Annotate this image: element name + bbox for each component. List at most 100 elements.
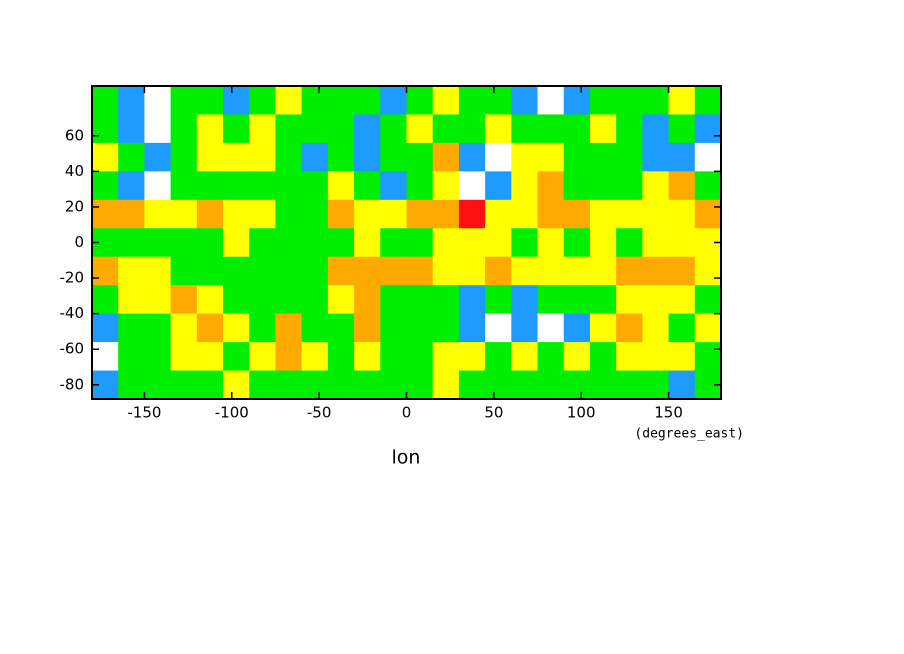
contour-cell xyxy=(485,199,512,229)
contour-cell xyxy=(196,285,224,315)
contour-cell xyxy=(196,313,224,343)
contour-cell xyxy=(380,313,407,343)
contour-cell xyxy=(327,228,355,258)
contour-cell xyxy=(563,342,591,372)
x-tick-label: 150 xyxy=(654,404,683,422)
contour-cell xyxy=(249,114,276,144)
contour-cell xyxy=(589,313,617,343)
contour-cell xyxy=(563,228,591,258)
contour-cell xyxy=(589,86,617,115)
contour-cell xyxy=(144,86,172,115)
contour-cell xyxy=(354,114,381,144)
contour-cell xyxy=(92,342,119,372)
contour-cell xyxy=(485,171,512,201)
contour-cell xyxy=(196,370,224,400)
contour-cell xyxy=(223,342,250,372)
contour-cell xyxy=(354,313,381,343)
contour-cell xyxy=(406,256,434,286)
contour-cell xyxy=(616,256,643,286)
contour-cell xyxy=(301,370,329,400)
contour-cell xyxy=(485,142,512,172)
contour-cell xyxy=(616,313,643,343)
contour-cell xyxy=(668,370,696,400)
contour-cell xyxy=(485,342,512,372)
contour-cell xyxy=(406,313,434,343)
contour-cell xyxy=(537,370,565,400)
contour-cell xyxy=(249,199,276,229)
contour-cell xyxy=(537,256,565,286)
contour-cell xyxy=(458,114,486,144)
contour-cell xyxy=(458,171,486,201)
contour-cell xyxy=(144,114,172,144)
contour-cell xyxy=(223,86,250,115)
contour-cell xyxy=(144,256,172,286)
contour-cell xyxy=(458,342,486,372)
contour-cell xyxy=(118,313,145,343)
contour-cell xyxy=(249,142,276,172)
x-axis-units: (degrees_east) xyxy=(634,427,744,442)
contour-cell xyxy=(668,313,696,343)
contour-cell xyxy=(327,86,355,115)
contour-cell xyxy=(616,285,643,315)
contour-cell xyxy=(144,370,172,400)
contour-cell xyxy=(668,256,696,286)
x-tick-label: -100 xyxy=(215,404,249,422)
contour-cell xyxy=(642,171,670,201)
contour-cell xyxy=(616,228,643,258)
contour-cell xyxy=(249,171,276,201)
contour-cell xyxy=(406,142,434,172)
contour-cell xyxy=(432,256,460,286)
contour-cell xyxy=(511,370,539,400)
contour-cell xyxy=(432,86,460,115)
contour-cell xyxy=(642,114,670,144)
contour-cell xyxy=(380,342,407,372)
contour-cell xyxy=(537,171,565,201)
contour-cell xyxy=(354,256,381,286)
y-tick-label: 20 xyxy=(65,197,84,215)
contour-cell xyxy=(668,114,696,144)
contour-cell xyxy=(170,342,198,372)
contour-field xyxy=(92,86,722,400)
contour-cell xyxy=(170,86,198,115)
contour-cell xyxy=(537,313,565,343)
contour-cell xyxy=(301,199,329,229)
contour-cell xyxy=(275,199,303,229)
contour-cell xyxy=(170,256,198,286)
x-tick-label: -50 xyxy=(307,404,332,422)
contour-cell xyxy=(275,86,303,115)
contour-cell xyxy=(249,228,276,258)
contour-cell xyxy=(485,86,512,115)
contour-cell xyxy=(223,171,250,201)
contour-cell xyxy=(432,171,460,201)
contour-cell xyxy=(301,313,329,343)
contour-cell xyxy=(511,171,539,201)
contour-cell xyxy=(327,256,355,286)
contour-cell xyxy=(642,256,670,286)
contour-cell xyxy=(537,114,565,144)
contour-cell xyxy=(223,313,250,343)
contour-cell xyxy=(406,171,434,201)
contour-cell xyxy=(406,114,434,144)
contour-cell xyxy=(170,370,198,400)
contour-cell xyxy=(563,114,591,144)
contour-cell xyxy=(511,86,539,115)
contour-cell xyxy=(694,86,722,115)
contour-cell xyxy=(537,285,565,315)
contour-cell xyxy=(144,171,172,201)
contour-cell xyxy=(694,342,722,372)
contour-cell xyxy=(354,199,381,229)
contour-cell xyxy=(327,171,355,201)
contour-cell xyxy=(170,228,198,258)
contour-cell xyxy=(589,256,617,286)
contour-cell xyxy=(380,256,407,286)
y-tick-label: -20 xyxy=(60,269,85,287)
contour-cell xyxy=(563,199,591,229)
contour-cell xyxy=(589,370,617,400)
contour-cell xyxy=(170,285,198,315)
contour-cell xyxy=(118,171,145,201)
contour-cell xyxy=(354,370,381,400)
contour-cell xyxy=(432,142,460,172)
y-tick-label: 0 xyxy=(74,233,84,251)
contour-cell xyxy=(144,342,172,372)
contour-cell xyxy=(537,199,565,229)
